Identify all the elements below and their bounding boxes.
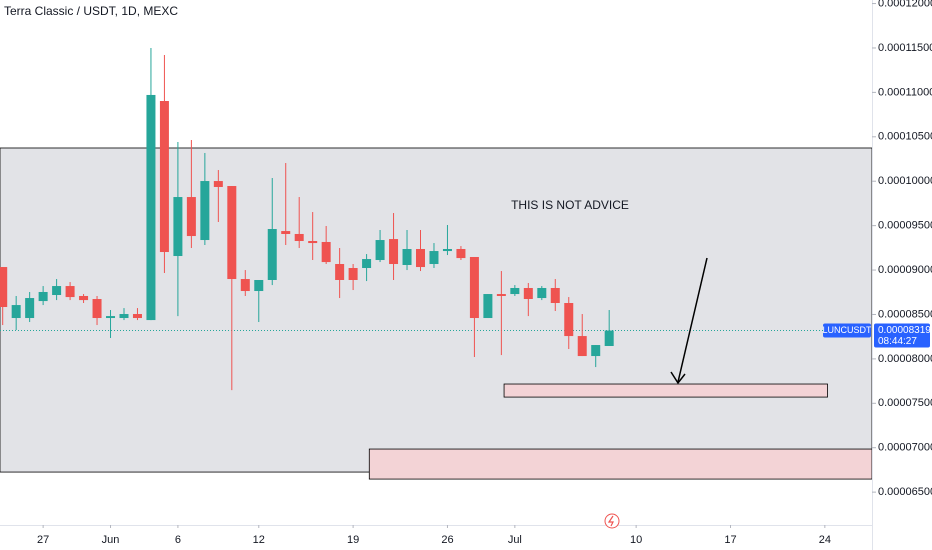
candle-body	[159, 101, 169, 253]
y-tick-label: 0.00007500	[878, 397, 932, 409]
x-tick-label: 27	[37, 534, 49, 546]
arrow-head	[670, 371, 686, 385]
candle-body	[79, 295, 89, 301]
plot-area	[0, 47, 873, 480]
candle-body	[604, 330, 614, 347]
candle-body	[52, 286, 62, 296]
candle-body	[132, 314, 142, 319]
candle-body	[227, 186, 237, 280]
candle-body	[429, 251, 439, 265]
candle-body	[375, 240, 385, 261]
candle-body	[389, 239, 399, 265]
event-icon-bolt	[607, 515, 614, 527]
y-tick-label: 0.00009500	[878, 220, 932, 232]
candle-body	[308, 241, 318, 244]
candle-body	[11, 305, 21, 319]
y-tick-label: 0.00008000	[878, 353, 932, 365]
y-tick-label: 0.00007000	[878, 442, 932, 454]
candle-body	[38, 291, 48, 302]
candle-body	[402, 248, 412, 265]
x-tick-label: 26	[441, 534, 453, 546]
candle-body	[65, 286, 75, 298]
candle-body	[321, 241, 331, 263]
candle-body	[254, 280, 264, 292]
candle-body	[267, 229, 277, 280]
x-tick-label: 12	[253, 534, 265, 546]
annotation: THIS IS NOT ADVICE	[511, 198, 629, 212]
candle-body	[577, 336, 587, 357]
price-zone	[503, 383, 828, 398]
symbol-label: LUNCUSDT	[822, 325, 872, 335]
y-tick-label: 0.00011000	[878, 86, 932, 98]
countdown-label: 08:44:27	[878, 336, 917, 347]
candle-body	[173, 197, 183, 257]
candle-body	[213, 181, 223, 187]
x-tick-label: 17	[724, 534, 736, 546]
candle-body	[119, 314, 129, 319]
y-tick-label: 0.00012000	[878, 0, 932, 9]
x-tick-label: 19	[347, 534, 359, 546]
y-tick-label: 0.00010500	[878, 131, 932, 143]
last-price-label: 0.00008319	[878, 325, 931, 336]
candle-body	[469, 256, 479, 319]
candle-body	[348, 268, 358, 280]
candle-body	[106, 316, 116, 319]
candle-body	[0, 267, 8, 308]
candle-body	[25, 298, 35, 319]
x-tick-label: 6	[175, 534, 181, 546]
candle-body	[456, 248, 466, 259]
candle-body	[416, 248, 426, 268]
candle-body	[186, 197, 196, 237]
candle-body	[510, 287, 520, 295]
candle-body	[92, 299, 102, 319]
last-price-tag	[874, 323, 930, 348]
y-tick-label: 0.00006500	[878, 486, 932, 498]
candle-body	[146, 94, 156, 321]
price-zone	[368, 448, 873, 480]
y-tick-label: 0.00008500	[878, 308, 932, 320]
y-tick-label: 0.00010000	[878, 175, 932, 187]
candle-body	[294, 233, 304, 242]
candle-body	[564, 303, 574, 337]
candle-body	[550, 287, 560, 304]
symbol-tag	[823, 323, 871, 338]
price-zone	[0, 147, 873, 473]
y-tick-label: 0.00009000	[878, 264, 932, 276]
candle-body	[483, 294, 493, 319]
candle-body	[200, 181, 210, 241]
candle-body	[281, 231, 291, 234]
candle-body	[496, 294, 506, 296]
candle-body	[591, 345, 601, 357]
arrow-shaft	[677, 257, 708, 383]
event-icon[interactable]	[604, 513, 620, 529]
candle-body	[362, 259, 372, 269]
x-tick-label: 10	[630, 534, 642, 546]
x-tick-label: 24	[819, 534, 831, 546]
candle-body	[240, 279, 250, 292]
candle-body	[523, 287, 533, 300]
candle-body	[335, 264, 345, 280]
candle-body	[442, 248, 452, 252]
candle-body	[537, 287, 547, 299]
y-tick-label: 0.00011500	[878, 42, 932, 54]
x-tick-label: Jul	[508, 534, 522, 546]
chart-title: Terra Classic / USDT, 1D, MEXC	[4, 4, 178, 18]
x-tick-label: Jun	[102, 534, 120, 546]
